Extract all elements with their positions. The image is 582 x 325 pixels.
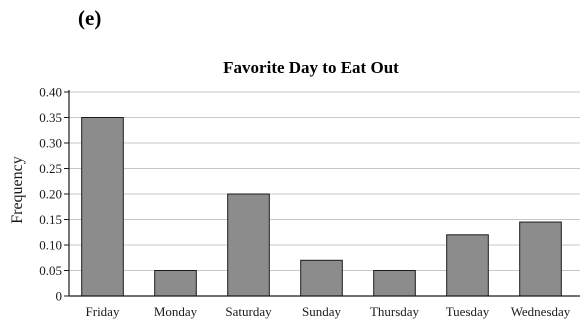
x-tick-labels: Friday Monday Saturday Sunday Thursday Tuesda… (86, 304, 571, 319)
bar-saturday (227, 193, 270, 297)
x-tick-label: Sunday (302, 304, 342, 319)
y-tick-label: 0.20 (39, 187, 62, 202)
y-tick-label: 0.10 (39, 238, 62, 253)
x-tick-label: Thursday (370, 304, 420, 319)
gridlines (69, 91, 580, 271)
x-tick-label: Wednesday (511, 304, 571, 319)
bar-tuesday (446, 234, 489, 297)
y-tick-label: 0.25 (39, 161, 62, 176)
bar-monday (154, 270, 197, 297)
x-tick-label: Saturday (225, 304, 272, 319)
bar-friday (81, 117, 124, 297)
y-tick-label: 0.15 (39, 212, 62, 227)
bar-sunday (300, 259, 343, 297)
y-tick-label: 0.05 (39, 263, 62, 278)
x-tick-label: Friday (86, 304, 120, 319)
x-tick-label: Tuesday (446, 304, 490, 319)
bars (81, 117, 562, 297)
bar-thursday (373, 270, 416, 297)
y-tick-label: 0.35 (39, 110, 62, 125)
y-tick-label: 0.30 (39, 136, 62, 151)
axes (64, 90, 580, 297)
y-tick-labels: 0 0.05 0.10 0.15 0.20 0.25 0.30 0.35 0.40 (39, 85, 62, 304)
y-tick-label: 0 (56, 289, 63, 304)
bar-wednesday (519, 221, 562, 297)
y-axis-title: Frequency (9, 156, 26, 224)
panel-label: (e) (78, 6, 101, 30)
chart-title: Favorite Day to Eat Out (223, 58, 399, 77)
y-tick-label: 0.40 (39, 85, 62, 100)
x-tick-label: Monday (154, 304, 198, 319)
